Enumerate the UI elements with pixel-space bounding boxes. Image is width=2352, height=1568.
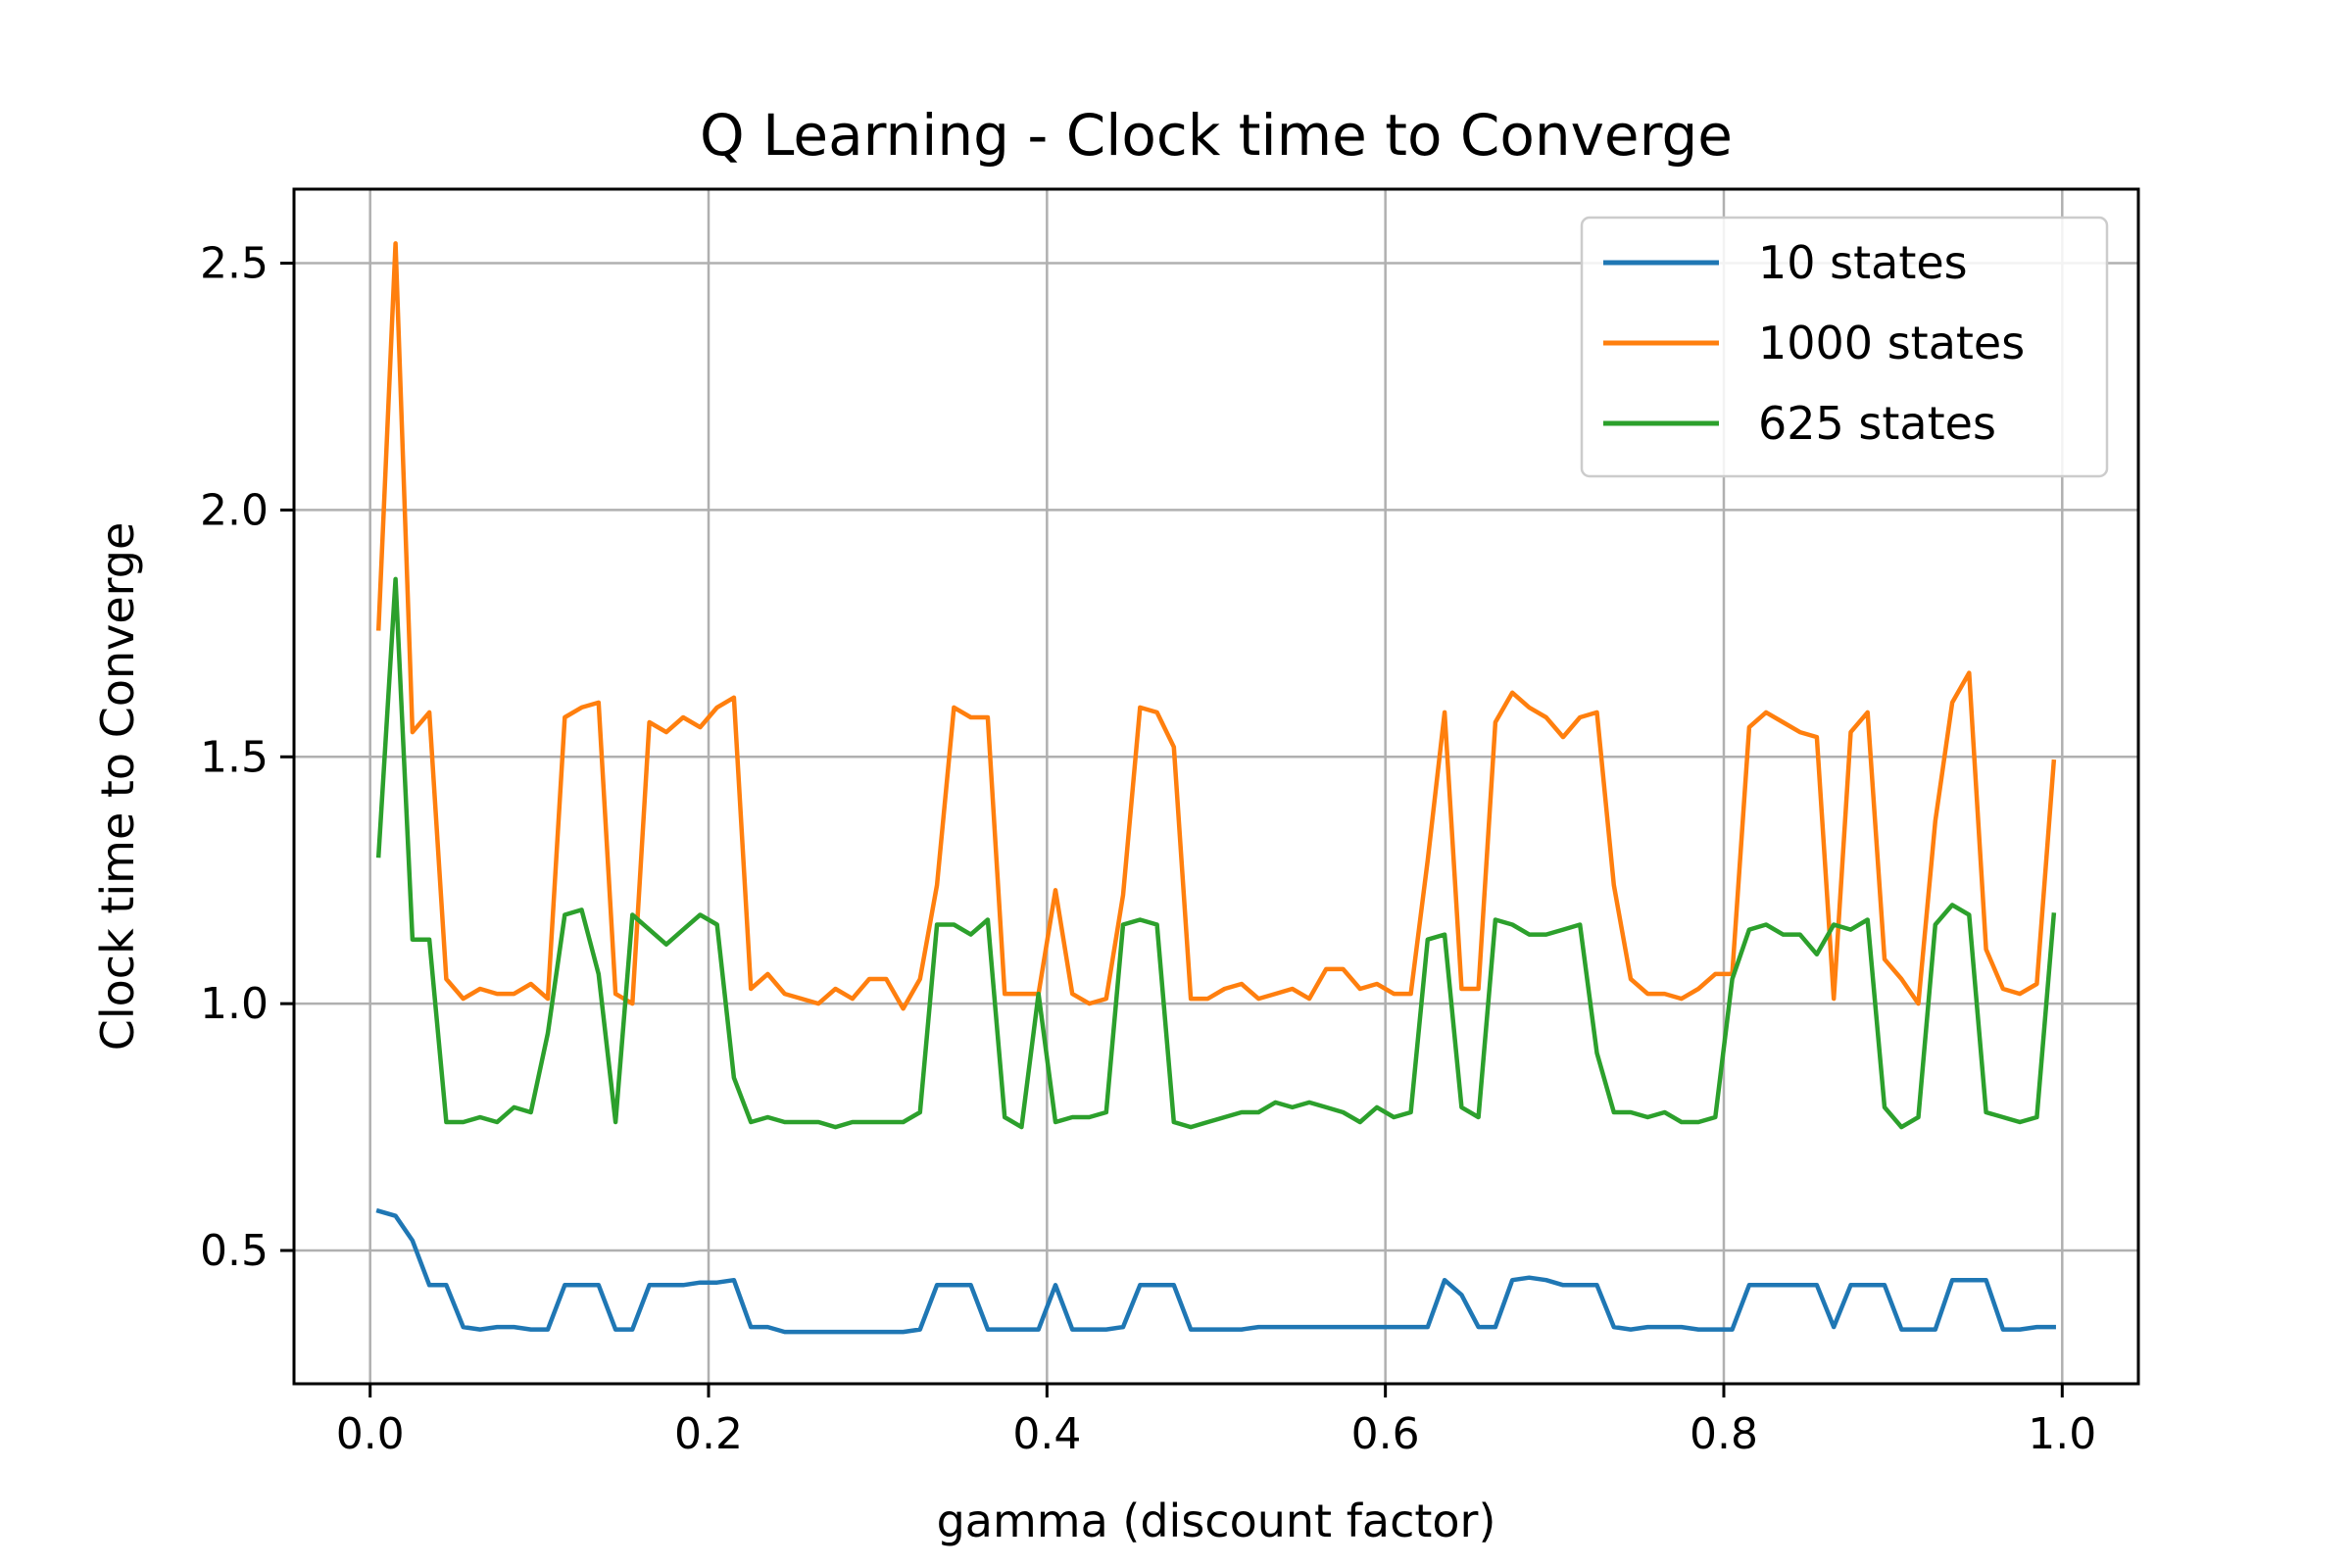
series-line-10-states bbox=[375, 1207, 2056, 1335]
legend-label: 1000 states bbox=[1758, 317, 2025, 369]
series-line-1000-states bbox=[375, 241, 2057, 1011]
x-tick-label: 0.6 bbox=[1351, 1409, 1420, 1459]
y-tick-label: 1.5 bbox=[200, 732, 269, 782]
legend-label: 625 states bbox=[1758, 397, 1996, 450]
y-tick-label: 1.0 bbox=[200, 979, 269, 1029]
x-tick-label: 0.8 bbox=[1690, 1409, 1758, 1459]
y-axis-label: Clock time to Converge bbox=[91, 522, 144, 1052]
x-tick-label: 0.4 bbox=[1012, 1409, 1081, 1459]
x-tick-label: 1.0 bbox=[2028, 1409, 2096, 1459]
x-tick-label: 0.2 bbox=[674, 1409, 743, 1459]
y-tick-label: 2.5 bbox=[200, 239, 269, 289]
legend: 10 states 1000 states 625 states bbox=[1580, 216, 2109, 478]
legend-box bbox=[1580, 216, 2109, 478]
y-tick-label: 2.0 bbox=[200, 485, 269, 535]
y-tick-label: 0.5 bbox=[200, 1226, 269, 1276]
axis-ticks: 0.0 0.2 0.4 0.6 0.8 1.0 0.5 1.0 1.5 2.0 2.5 bbox=[200, 239, 2096, 1459]
chart-title: Q Learning - Clock time to Converge bbox=[700, 102, 1733, 169]
x-tick-label: 0.0 bbox=[336, 1409, 405, 1459]
x-axis-label: gamma (discount factor) bbox=[937, 1494, 1496, 1547]
legend-label: 10 states bbox=[1758, 236, 1968, 289]
series-lines bbox=[375, 241, 2057, 1335]
series-line-625-states bbox=[375, 576, 2057, 1130]
plot-frame bbox=[292, 187, 2140, 1386]
